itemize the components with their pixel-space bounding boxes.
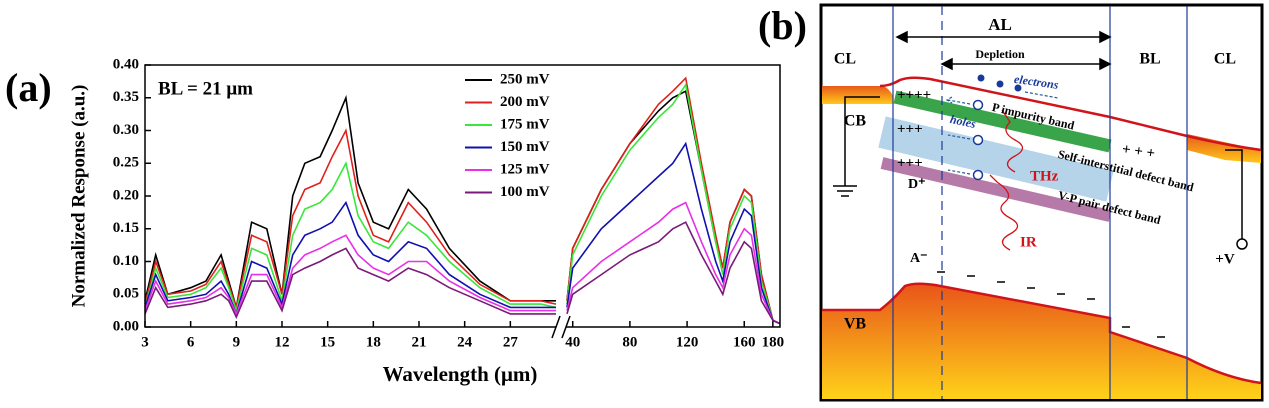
series-line [566,221,781,325]
electrons-dots [977,74,1022,92]
series-line [144,128,557,311]
label: ++++ [897,87,931,103]
label: electrons [1013,72,1060,92]
x-tick-label: 27 [503,334,519,350]
label: THz [1030,168,1059,184]
x-tick-label: 18 [366,334,381,350]
cl-left-band [822,86,893,104]
legend-label: 175 mV [500,116,550,132]
drift-arrows [945,91,1059,175]
label: BL [1139,51,1160,68]
y-tick-label: 0.40 [113,56,139,72]
y-tick-label: 0.30 [113,122,139,138]
x-tick-label: 3 [141,334,149,350]
label: A⁻ [910,251,928,266]
acceptor-dashes [937,271,1165,338]
diagram: AL Depletion CL BL CL CB VB electrons ho… [819,3,1264,402]
label: D⁺ [908,177,926,192]
label: +++ [897,155,923,171]
x-tick-label: 6 [187,334,195,350]
label: holes [949,112,978,131]
legend-label: 125 mV [500,161,550,177]
x-tick-label: 40 [565,334,580,350]
plot: 0.00 0.05 0.10 0.15 0.20 0.25 0.30 0.35 0.40 3 6 9 1… [113,56,784,350]
series-line [566,76,781,325]
y-tick-label: 0.20 [113,187,139,203]
label: CL [1214,51,1236,68]
label: AL [988,15,1012,34]
label: VB [844,316,867,333]
x-tick-label: 160 [733,334,756,350]
p-impurity-band [893,90,1112,153]
vb-edge [822,282,1262,385]
axis-break [561,315,571,339]
x-tick-label: 180 [762,334,785,350]
series-line [144,94,556,308]
series-line [144,161,557,314]
x-tick-label: 80 [622,334,637,350]
circuit [833,96,1248,250]
legend-label: 250 mV [500,71,550,87]
series-line [566,201,781,325]
x-axis-label: Wavelength (μm) [383,362,538,386]
y-tick-label: 0.05 [113,286,139,302]
x-tick-label: 12 [275,334,290,350]
label: +++ [897,121,923,137]
x-tick-label: 24 [457,334,473,350]
photon-arrows [989,109,1024,251]
plot-frame [144,64,781,328]
label: +V [1215,251,1235,267]
cb-edge [879,76,1262,152]
series-line [566,90,781,325]
y-tick-label: 0.25 [113,155,139,171]
y-tick-label: 0.35 [113,89,139,105]
y-tick-label: 0.15 [113,220,139,236]
self-interstitial-band [878,116,1114,202]
x-tick-label: 21 [412,334,427,350]
series-line [566,141,781,325]
y-tick-label: 0.10 [113,253,139,269]
vp-pair-band [880,157,1112,222]
arrows [895,30,1112,71]
holes-circles [972,99,984,181]
series-line [144,247,556,320]
axis-break [551,315,561,339]
legend-label: 150 mV [500,139,550,155]
panel-label: (b) [758,3,807,48]
annotation: BL = 21 μm [158,78,253,99]
axis-break-gap [556,320,566,334]
series-line [566,82,781,325]
label: CL [834,51,856,68]
label: CB [844,113,867,130]
label: Depletion [975,47,1025,61]
series-line [144,234,556,316]
x-tick-label: 15 [320,334,335,350]
y-tick-label: 0.00 [113,318,139,334]
x-tick-label: 9 [233,334,241,350]
label: IR [1020,234,1037,250]
legend-label: 100 mV [500,184,550,200]
y-axis-label: Normalized Response (a.u.) [68,85,89,308]
x-tick-label: 120 [676,334,699,350]
series-line [144,200,556,317]
label: + + + [1121,142,1156,162]
legend-label: 200 mV [500,94,550,110]
panel-label: (a) [5,65,52,110]
valence-band [822,283,1261,399]
